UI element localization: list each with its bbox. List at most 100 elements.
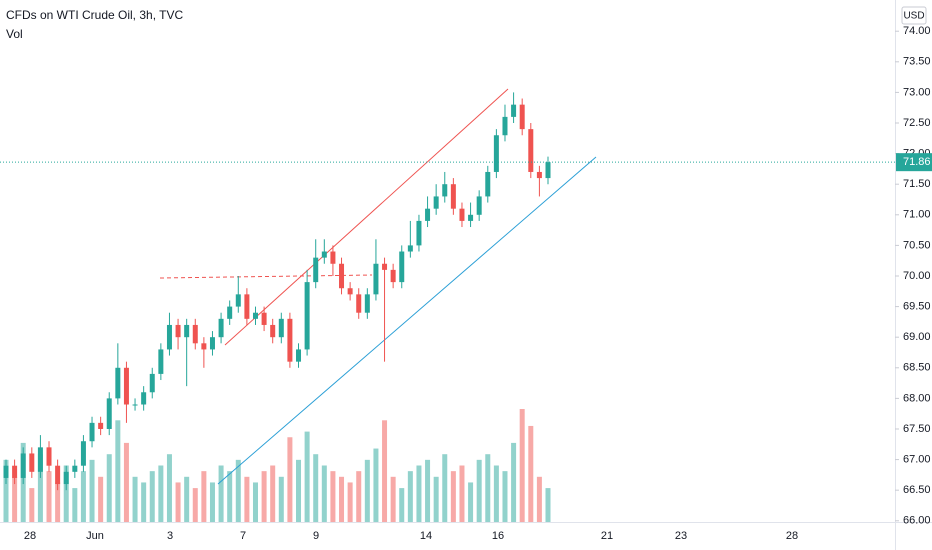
x-tick-label: 3 — [167, 530, 173, 542]
candle-body — [390, 269, 396, 283]
candle-body — [511, 104, 517, 117]
volume-bar — [519, 409, 525, 522]
candle-body — [459, 208, 465, 221]
volume-bar — [132, 476, 138, 522]
y-tick-label: 73.50 — [903, 56, 931, 68]
volume-bar — [80, 471, 86, 522]
candle-body — [184, 324, 190, 338]
volume-bar — [459, 465, 465, 522]
y-tick-label: 68.00 — [903, 392, 931, 404]
candle-body — [476, 196, 482, 215]
y-tick-label: 73.00 — [903, 86, 931, 98]
candle-body — [46, 447, 52, 466]
x-tick-label: Jun — [86, 530, 104, 542]
y-tick-label: 66.00 — [903, 515, 931, 527]
candle-body — [399, 251, 405, 283]
chart-title: CFDs on WTI Crude Oil, 3h, TVC — [6, 8, 183, 22]
volume-bar — [46, 471, 52, 522]
candle-body — [12, 465, 18, 478]
volume-bar — [364, 459, 370, 522]
volume-bar — [235, 459, 241, 522]
candle-body — [407, 245, 413, 252]
currency-box[interactable] — [901, 6, 927, 25]
trend-line-red — [224, 88, 509, 346]
candle-body — [252, 312, 258, 319]
candle-body — [373, 263, 379, 295]
x-tick-label: 9 — [313, 530, 319, 542]
volume-bar — [442, 454, 448, 522]
volume-bar — [3, 459, 9, 522]
candle-body — [536, 171, 542, 179]
volume-bar — [330, 471, 336, 522]
candle-body — [261, 312, 267, 325]
y-tick-label: 67.00 — [903, 453, 931, 465]
candle-body — [502, 116, 508, 136]
candle-body — [166, 324, 172, 350]
candle-body — [20, 453, 26, 478]
ticks-layer: 74.0073.5073.0072.5072.0071.5071.0070.50… — [895, 25, 931, 527]
volume-bar — [313, 454, 319, 522]
volume-bar — [485, 454, 491, 522]
candle-body — [321, 251, 327, 258]
candle-body — [80, 441, 86, 466]
volume-bar — [347, 482, 353, 522]
candle-body — [63, 471, 69, 485]
volume-bar — [72, 488, 78, 522]
volume-bar — [373, 448, 379, 522]
volume-bar — [184, 476, 190, 522]
candle-body — [29, 453, 35, 472]
candle-body — [175, 324, 181, 338]
last-price-label: 71.86 — [903, 156, 931, 168]
candle-body — [227, 306, 233, 319]
y-tick-label: 67.50 — [903, 423, 931, 435]
volume-bar — [252, 482, 258, 522]
candle-body — [72, 465, 78, 472]
candle-body — [287, 318, 293, 362]
y-tick-label: 70.50 — [903, 239, 931, 251]
volume-bar — [502, 471, 508, 522]
candle-body — [192, 324, 198, 344]
candle-body — [209, 337, 215, 350]
trend-line-blue — [217, 156, 597, 485]
horizontal-ray — [159, 274, 373, 279]
volume-bar — [261, 471, 267, 522]
candle-body — [416, 220, 422, 246]
candle-body — [201, 343, 207, 350]
candle-body — [244, 294, 250, 319]
candle-body — [132, 404, 138, 406]
volume-bar — [536, 476, 542, 522]
candle-body — [158, 349, 164, 374]
y-tick-label: 69.00 — [903, 331, 931, 343]
volume-bar — [278, 476, 284, 522]
currency-label[interactable]: USD — [903, 11, 924, 22]
volume-bar — [425, 459, 431, 522]
volume-bar — [450, 471, 456, 522]
volume-bar — [63, 465, 69, 522]
candle-body — [270, 324, 276, 338]
candle-body — [382, 263, 388, 270]
volume-bar — [141, 482, 147, 522]
candle-body — [141, 392, 147, 405]
volume-bar — [382, 420, 388, 522]
volume-bar — [89, 459, 95, 522]
volume-bar — [149, 471, 155, 522]
volume-bar — [416, 465, 422, 522]
volume-bar — [227, 471, 233, 522]
candle-body — [528, 129, 534, 172]
candle-body — [149, 373, 155, 393]
candle-body — [339, 263, 345, 289]
volume-label: Vol — [6, 27, 23, 41]
y-tick-label: 71.00 — [903, 209, 931, 221]
candle-body — [235, 294, 241, 307]
y-tick-label: 71.50 — [903, 178, 931, 190]
candle-body — [364, 294, 370, 313]
volume-bar — [123, 442, 129, 522]
x-tick-label: 21 — [601, 530, 613, 542]
volume-bar — [493, 465, 499, 522]
candle-body — [278, 318, 284, 338]
volume-bar — [37, 454, 43, 522]
volume-bar — [390, 476, 396, 522]
volume-bar — [433, 476, 439, 522]
volume-bar — [12, 476, 18, 522]
